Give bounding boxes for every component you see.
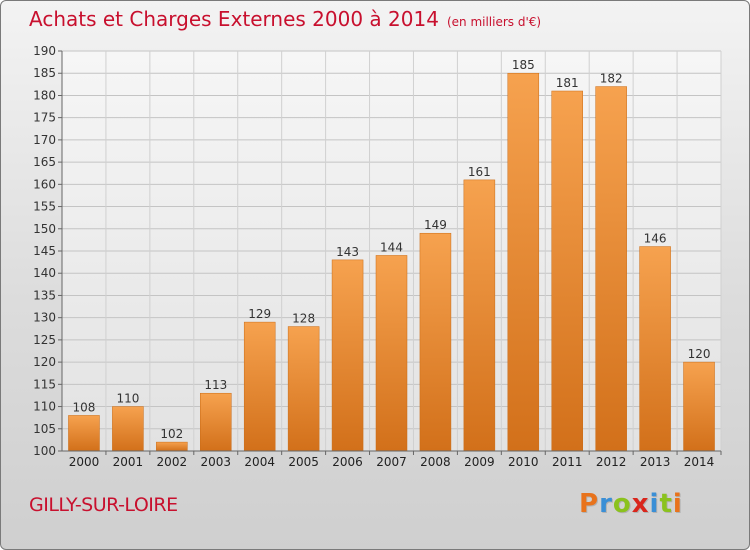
y-tick-label: 165 bbox=[33, 155, 56, 169]
logo-letter: i bbox=[672, 489, 683, 519]
bar-2008[interactable] bbox=[419, 232, 452, 452]
value-label: 120 bbox=[688, 347, 711, 361]
bar-2012[interactable] bbox=[595, 86, 627, 452]
chart-title: Achats et Charges Externes 2000 à 2014 (e… bbox=[29, 7, 541, 31]
bars: 108 110 102 113 129 128 143 144 149 161 185 181 182 1… bbox=[68, 58, 715, 452]
value-label: 185 bbox=[512, 58, 535, 72]
logo-letter: P bbox=[579, 489, 600, 519]
bar-2007[interactable] bbox=[375, 255, 408, 452]
value-label: 102 bbox=[160, 427, 183, 441]
bar-2010[interactable] bbox=[507, 72, 540, 452]
value-label: 146 bbox=[644, 232, 667, 246]
y-tick-label: 120 bbox=[33, 355, 56, 369]
y-tick-label: 155 bbox=[33, 200, 56, 214]
y-tick-label: 190 bbox=[33, 44, 56, 58]
x-tick-label: 2013 bbox=[640, 455, 671, 469]
y-tick-label: 145 bbox=[33, 244, 56, 258]
bar-2000[interactable] bbox=[68, 415, 100, 452]
bar-2005[interactable] bbox=[287, 326, 320, 452]
x-tick-label: 2006 bbox=[332, 455, 363, 469]
x-tick-label: 2002 bbox=[157, 455, 188, 469]
y-tick-label: 140 bbox=[33, 266, 56, 280]
proxiti-logo[interactable]: Proxiti bbox=[579, 489, 683, 519]
x-tick-label: 2011 bbox=[552, 455, 583, 469]
x-tick-label: 2008 bbox=[420, 455, 451, 469]
x-tick-label: 2005 bbox=[288, 455, 319, 469]
bar-2002[interactable] bbox=[156, 441, 188, 452]
value-label: 144 bbox=[380, 240, 403, 254]
logo-letter: o bbox=[612, 489, 632, 519]
y-tick-label: 150 bbox=[33, 222, 56, 236]
value-label: 108 bbox=[73, 400, 96, 414]
y-tick-label: 185 bbox=[33, 66, 56, 80]
y-tick-label: 170 bbox=[33, 133, 56, 147]
bar-2004[interactable] bbox=[243, 321, 276, 452]
x-tick-label: 2003 bbox=[200, 455, 231, 469]
bar-2006[interactable] bbox=[331, 259, 364, 452]
city-name: GILLY-SUR-LOIRE bbox=[29, 494, 178, 516]
bar-2013[interactable] bbox=[639, 246, 671, 452]
y-tick-label: 115 bbox=[33, 377, 56, 391]
value-label: 181 bbox=[556, 76, 579, 90]
value-label: 149 bbox=[424, 218, 447, 232]
value-label: 110 bbox=[116, 392, 139, 406]
value-label: 113 bbox=[204, 378, 227, 392]
y-tick-label: 105 bbox=[33, 422, 56, 436]
bar-2003[interactable] bbox=[200, 392, 232, 452]
x-tick-label: 2014 bbox=[684, 455, 715, 469]
bar-2011[interactable] bbox=[551, 90, 583, 452]
x-tick-label: 2007 bbox=[376, 455, 407, 469]
logo-letter: i bbox=[649, 489, 660, 519]
y-tick-label: 160 bbox=[33, 177, 56, 191]
y-tick-label: 130 bbox=[33, 311, 56, 325]
axes: 100 105 110 115 120 125 130 135 140 145 150 155 160 1… bbox=[33, 44, 722, 469]
x-tick-label: 2009 bbox=[464, 455, 495, 469]
value-label: 182 bbox=[600, 72, 623, 86]
value-label: 128 bbox=[292, 312, 315, 326]
value-label: 129 bbox=[248, 307, 271, 321]
x-tick-label: 2010 bbox=[508, 455, 539, 469]
y-tick-label: 100 bbox=[33, 444, 56, 458]
value-label: 143 bbox=[336, 245, 359, 259]
x-tick-label: 2012 bbox=[596, 455, 627, 469]
y-tick-label: 125 bbox=[33, 333, 56, 347]
y-tick-label: 175 bbox=[33, 111, 56, 125]
logo-letter: x bbox=[631, 489, 650, 519]
bar-2009[interactable] bbox=[463, 179, 496, 452]
y-tick-label: 135 bbox=[33, 288, 56, 302]
y-tick-label: 110 bbox=[33, 400, 56, 414]
x-tick-label: 2001 bbox=[113, 455, 144, 469]
chart-subtitle: (en milliers d'€) bbox=[446, 15, 542, 29]
y-tick-label: 180 bbox=[33, 88, 56, 102]
x-tick-label: 2000 bbox=[69, 455, 100, 469]
logo-letter: r bbox=[599, 489, 613, 519]
logo-letter: t bbox=[659, 489, 673, 519]
value-label: 161 bbox=[468, 165, 491, 179]
chart-title-text: Achats et Charges Externes 2000 à 2014 bbox=[29, 7, 439, 31]
x-tick-label: 2004 bbox=[244, 455, 275, 469]
bar-2014[interactable] bbox=[683, 361, 715, 452]
bar-2001[interactable] bbox=[112, 406, 144, 452]
